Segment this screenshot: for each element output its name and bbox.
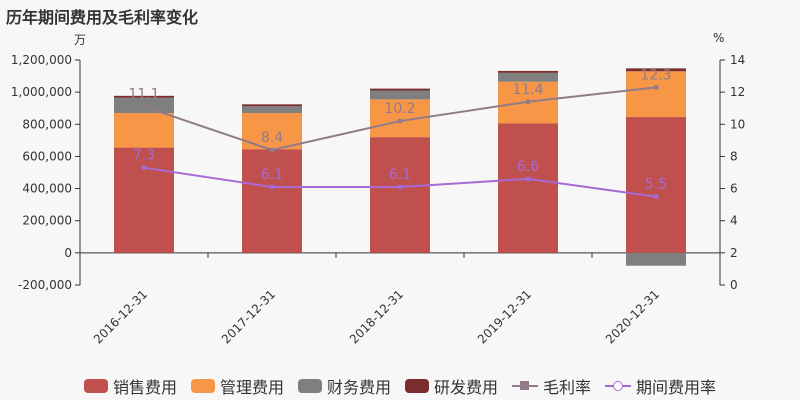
legend-item-rnd[interactable]: 研发费用 (405, 374, 498, 398)
point-expense_rate (269, 184, 275, 190)
left-tick-label: 0 (64, 246, 72, 260)
data-label-gross_margin: 8.4 (261, 130, 283, 146)
legend: 销售费用 管理费用 财务费用 研发费用 毛利率 期间费用率 (0, 374, 800, 398)
left-tick-label: 400,000 (22, 182, 72, 196)
bar-finance (370, 90, 430, 100)
legend-label: 期间费用率 (636, 378, 717, 397)
legend-swatch-finance (297, 379, 322, 393)
legend-label: 财务费用 (326, 378, 391, 397)
data-label-expense_rate: 5.5 (645, 177, 667, 193)
x-tick-label: 2018-12-31 (347, 287, 406, 346)
bar-sales (242, 149, 302, 253)
left-tick-label: 1,200,000 (11, 53, 72, 67)
point-gross_margin (525, 99, 531, 105)
legend-label: 管理费用 (219, 378, 284, 397)
legend-swatch-sales (83, 379, 108, 393)
data-label-expense_rate: 7.3 (133, 148, 155, 164)
right-tick-label: 12 (730, 85, 745, 99)
legend-item-management[interactable]: 管理费用 (190, 374, 284, 398)
left-tick-label: -200,000 (18, 278, 72, 292)
legend-item-expense_rate[interactable]: 期间费用率 (605, 374, 716, 398)
right-tick-label: 14 (730, 53, 745, 67)
bar-rnd (626, 68, 686, 72)
left-tick-label: 800,000 (22, 117, 72, 131)
right-tick-label: 4 (730, 214, 738, 228)
bar-management (626, 71, 686, 118)
bar-finance (498, 72, 558, 82)
bar-sales (114, 147, 174, 253)
right-tick-label: 10 (730, 117, 745, 131)
left-tick-label: 200,000 (22, 214, 72, 228)
x-tick-label: 2016-12-31 (91, 287, 150, 346)
bar-sales (370, 137, 430, 253)
legend-swatch-rnd (405, 379, 429, 393)
data-label-expense_rate: 6.6 (517, 159, 539, 175)
left-axis-unit: 万 (74, 33, 87, 47)
data-label-gross_margin: 10.2 (384, 101, 415, 117)
legend-label: 销售费用 (112, 378, 177, 397)
point-expense_rate (525, 176, 531, 182)
point-expense_rate (653, 194, 659, 200)
legend-swatch-gross_margin (512, 379, 539, 393)
right-axis-unit: % (713, 31, 725, 45)
bar-rnd (370, 88, 430, 91)
bar-management (114, 113, 174, 148)
bar-sales (626, 117, 686, 253)
legend-marker-icon (520, 381, 530, 390)
legend-item-gross_margin[interactable]: 毛利率 (512, 374, 591, 398)
right-tick-label: 8 (730, 149, 738, 163)
data-label-expense_rate: 6.1 (389, 167, 411, 183)
data-label-expense_rate: 6.1 (261, 167, 283, 183)
point-gross_margin (653, 84, 659, 90)
bar-finance (626, 252, 686, 266)
point-expense_rate (397, 184, 403, 190)
x-tick-label: 2019-12-31 (475, 287, 534, 346)
bar-rnd (498, 70, 558, 73)
data-label-gross_margin: 11.4 (512, 82, 543, 98)
point-gross_margin (141, 104, 147, 110)
legend-label: 研发费用 (434, 378, 499, 397)
x-tick-label: 2017-12-31 (219, 287, 278, 346)
point-gross_margin (269, 147, 275, 153)
legend-marker-icon (613, 380, 624, 391)
x-tick-label: 2020-12-31 (603, 287, 662, 346)
right-tick-label: 0 (730, 278, 738, 292)
chart-title: 历年期间费用及毛利率变化 (6, 8, 199, 27)
point-gross_margin (397, 118, 403, 124)
legend-item-finance[interactable]: 财务费用 (297, 374, 391, 398)
left-tick-label: 1,000,000 (11, 85, 72, 99)
bar-finance (242, 106, 302, 114)
legend-label: 毛利率 (543, 378, 592, 397)
point-expense_rate (141, 165, 147, 171)
bar-rnd (242, 104, 302, 107)
bar-rnd (114, 95, 174, 98)
data-label-gross_margin: 11.1 (128, 87, 159, 103)
legend-swatch-expense_rate (605, 379, 632, 393)
right-tick-label: 2 (730, 246, 738, 260)
bar-sales (498, 123, 558, 253)
legend-swatch-management (190, 379, 215, 393)
left-tick-label: 600,000 (22, 149, 72, 163)
right-tick-label: 6 (730, 182, 738, 196)
legend-item-sales[interactable]: 销售费用 (83, 374, 177, 398)
data-label-gross_margin: 12.3 (640, 67, 671, 83)
